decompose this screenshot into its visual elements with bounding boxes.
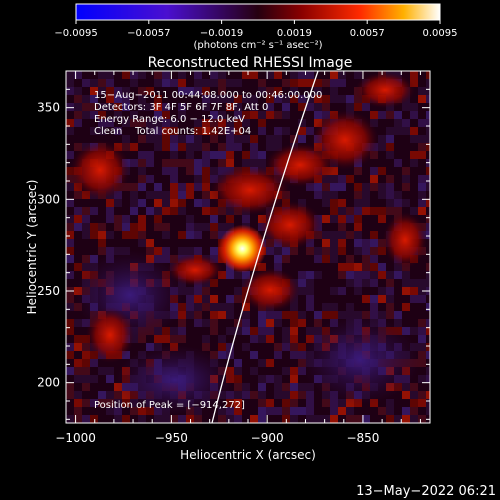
colorbar-tick-label: 0.0019 <box>277 28 312 39</box>
x-tick-label: −950 <box>155 431 188 445</box>
annotation-peak-position: Position of Peak = [−914,272] <box>94 400 245 411</box>
colorbar-tick-label: 0.0057 <box>350 28 385 39</box>
solar-limb <box>211 71 319 423</box>
x-axis-ticks: −1000 −950 −900 −850 <box>55 71 421 445</box>
footer-timestamp: 13−May−2022 06:21 <box>356 484 496 499</box>
image-annotations: 15−Aug−2011 00:44:08.000 to 00:46:00.000… <box>94 90 322 411</box>
y-tick-label: 300 <box>37 192 60 206</box>
emission-blobs <box>70 72 427 415</box>
colorbar-tick-label: −0.0095 <box>54 28 97 39</box>
x-tick-label: −1000 <box>55 431 96 445</box>
x-axis-label: Heliocentric X (arcsec) <box>180 448 316 462</box>
colorbar-tick-label: 0.0095 <box>423 28 458 39</box>
x-tick-label: −900 <box>251 431 284 445</box>
y-tick-label: 200 <box>37 376 60 390</box>
peak-emission-source <box>218 224 267 273</box>
colorbar-gradient <box>75 3 441 21</box>
annotation-counts: Clean Total counts: 1.42E+04 <box>94 126 251 137</box>
annotation-detectors: Detectors: 3F 4F 5F 6F 7F 8F, Att 0 <box>94 102 268 113</box>
y-axis-label: Heliocentric Y (arcsec) <box>25 180 39 315</box>
plot-title: Reconstructed RHESSI Image <box>148 55 353 71</box>
y-axis-ticks: 200 250 300 350 <box>37 70 430 420</box>
colorbar: −0.0095 −0.0057 −0.0019 0.0019 0.0057 0.0095 … <box>54 3 458 51</box>
annotation-energy-range: Energy Range: 6.0 − 12.0 keV <box>94 114 245 125</box>
colorbar-units-label: (photons cm⁻² s⁻¹ asec⁻²) <box>193 40 322 51</box>
x-tick-label: −850 <box>346 431 379 445</box>
y-tick-label: 250 <box>37 284 60 298</box>
colorbar-ticks: −0.0095 −0.0057 −0.0019 0.0019 0.0057 0.0095 <box>54 20 458 39</box>
annotation-time-range: 15−Aug−2011 00:44:08.000 to 00:46:00.000 <box>94 90 322 101</box>
colorbar-tick-label: −0.0057 <box>127 28 170 39</box>
colorbar-tick-label: −0.0019 <box>200 28 243 39</box>
y-tick-label: 350 <box>37 101 60 115</box>
